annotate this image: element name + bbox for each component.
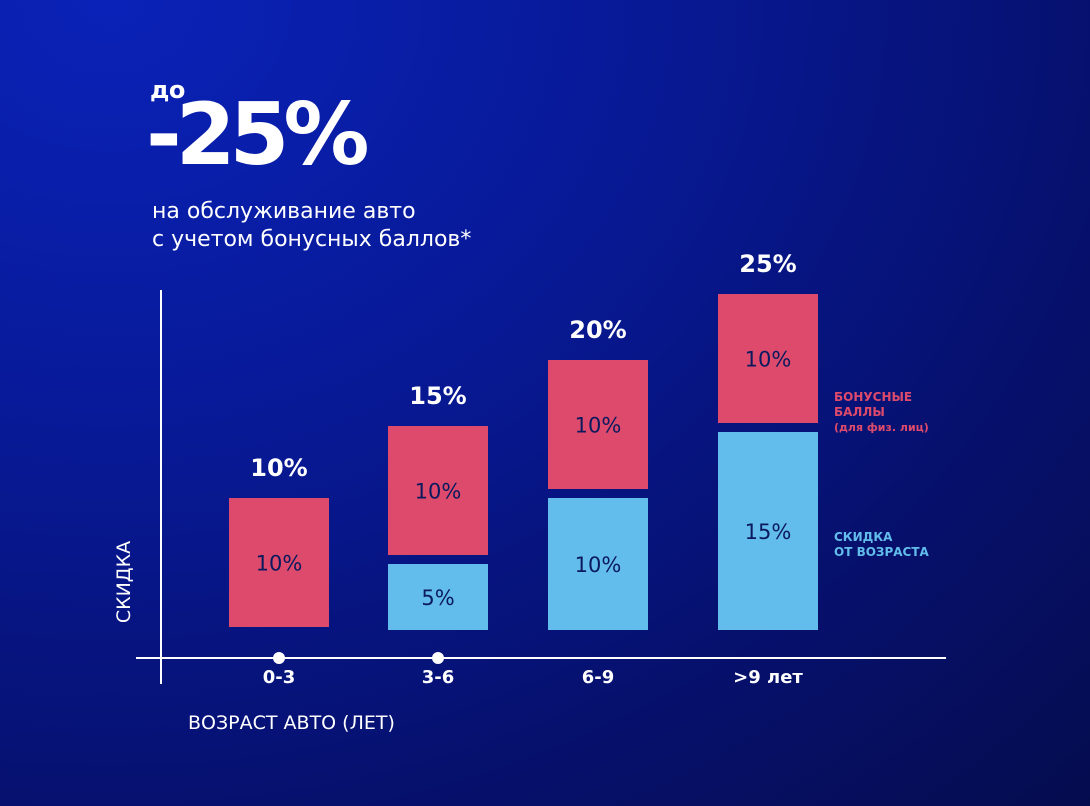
hero-subtitle-line2: с учетом бонусных баллов* [152,227,472,252]
bar-bonus-points [229,498,329,627]
bar-total-label: 10% [250,454,307,482]
bar-total-label: 15% [409,382,466,410]
hero-subtitle-line1: на обслуживание авто [152,199,416,224]
chart-bars [229,294,818,630]
hero-prefix: до [150,76,185,104]
chart-labels: 0-3 10% 10% 3-6 5% 10% 15% 6-9 10% 10% 20% >9 лет 15… [250,250,803,688]
bar-age-label: 5% [421,586,454,610]
chart-axes: СКИДКА ВОЗРАСТ АВТО (ЛЕТ) [113,290,946,734]
legend-label: БОНУСНЫЕ [834,390,912,404]
legend-label: БАЛЛЫ [834,405,885,419]
x-tick-label: 6-9 [582,667,615,688]
bar-age-label: 15% [745,520,792,544]
legend-label: ОТ ВОЗРАСТА [834,545,930,559]
x-tick-dot [432,652,444,664]
bar-bonus-label: 10% [256,552,303,576]
x-tick-label: 0-3 [263,667,296,688]
x-tick-label: >9 лет [733,667,803,688]
bar-bonus-label: 10% [745,348,792,372]
legend-label: СКИДКА [834,530,893,544]
bar-age-discount [548,498,648,630]
hero-discount-value: -25% [146,85,370,185]
bar-total-label: 25% [739,250,796,278]
x-tick-dot [273,652,285,664]
x-axis-title: ВОЗРАСТ АВТО (ЛЕТ) [188,712,395,734]
bar-bonus-points [388,426,488,555]
bar-age-label: 10% [575,553,622,577]
bar-bonus-points [718,294,818,423]
legend-label: (для физ. лиц) [834,421,929,434]
bar-bonus-points [548,360,648,489]
x-tick-label: 3-6 [422,667,455,688]
bar-bonus-label: 10% [415,480,462,504]
bar-bonus-label: 10% [575,414,622,438]
bar-age-discount [718,432,818,630]
bar-age-discount [388,564,488,630]
y-axis-title: СКИДКА [113,541,135,623]
bar-total-label: 20% [569,316,626,344]
